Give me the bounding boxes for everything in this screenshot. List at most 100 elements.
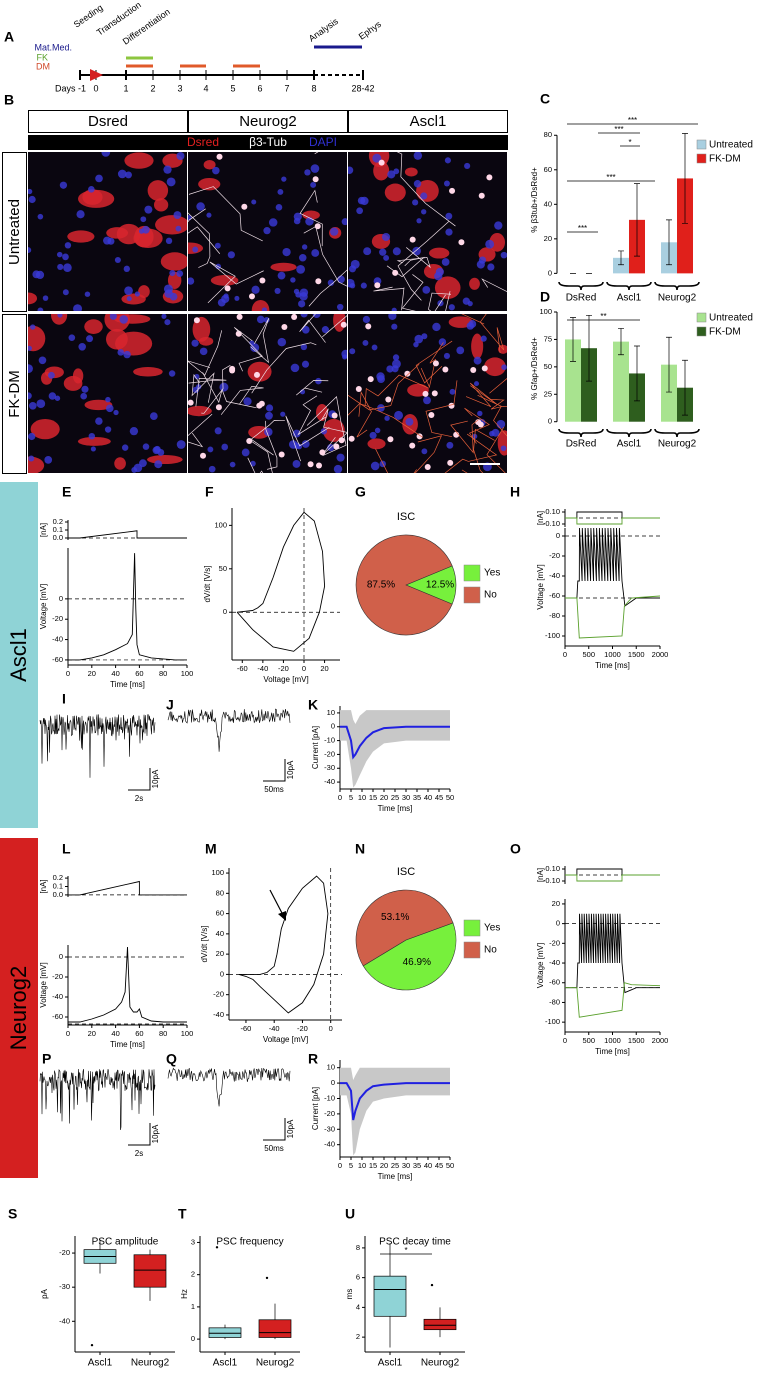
nucleus bbox=[48, 371, 55, 379]
error-bar bbox=[586, 314, 592, 382]
neuron-soma bbox=[315, 278, 322, 285]
nucleus bbox=[473, 381, 480, 387]
error-bar bbox=[618, 328, 624, 356]
y-tick-label: -40 bbox=[213, 1010, 224, 1019]
x-tick-label: 1500 bbox=[628, 650, 645, 659]
neurite bbox=[489, 378, 507, 394]
y-tick-label: 3 bbox=[191, 1237, 195, 1246]
arrow-head bbox=[278, 911, 286, 921]
legend-swatch bbox=[696, 312, 707, 323]
x-axis-label: Time [ms] bbox=[378, 804, 413, 813]
nucleus bbox=[381, 232, 391, 242]
nucleus bbox=[76, 210, 85, 219]
y-tick-label: -20 bbox=[213, 990, 224, 999]
outlier bbox=[430, 1283, 434, 1287]
neurite bbox=[425, 380, 458, 438]
scale-label: 50ms bbox=[264, 785, 284, 794]
legend-label: No bbox=[484, 590, 497, 601]
row-label-box bbox=[2, 152, 27, 312]
x-tick-label: Neurog2 bbox=[131, 1358, 170, 1369]
x-tick-label: 45 bbox=[435, 1161, 443, 1170]
x-axis-label: Voltage [mV] bbox=[263, 675, 308, 684]
neurite bbox=[308, 269, 347, 307]
neurite bbox=[396, 152, 456, 227]
nucleus bbox=[480, 335, 487, 342]
neuron-soma bbox=[392, 269, 399, 276]
stimulus bbox=[565, 874, 660, 882]
y-tick-label: 2 bbox=[356, 1332, 360, 1341]
nucleus bbox=[363, 247, 372, 256]
y-axis-label: [nA] bbox=[39, 879, 48, 893]
nucleus bbox=[312, 314, 321, 319]
neurite bbox=[188, 413, 213, 448]
x-tick-label: 80 bbox=[159, 1029, 167, 1038]
nucleus bbox=[300, 343, 308, 351]
nucleus bbox=[123, 350, 131, 359]
nucleus bbox=[394, 410, 404, 420]
nucleus bbox=[443, 180, 450, 187]
neuron-soma bbox=[235, 330, 242, 337]
y-axis-label: pA bbox=[40, 1288, 49, 1298]
cell-body bbox=[322, 418, 345, 442]
y-tick-label: -10 bbox=[324, 736, 335, 745]
nucleus bbox=[73, 304, 83, 311]
nucleus bbox=[301, 440, 310, 448]
neuron-soma bbox=[355, 386, 362, 393]
y-tick-label: 0 bbox=[331, 722, 335, 731]
legend-label: Untreated bbox=[709, 313, 753, 324]
nucleus bbox=[473, 356, 482, 365]
nucleus bbox=[327, 279, 335, 286]
nucleus bbox=[350, 259, 360, 269]
neurite bbox=[306, 395, 347, 456]
category-brace bbox=[606, 281, 652, 291]
trace bbox=[565, 595, 661, 639]
error-bar bbox=[618, 250, 624, 266]
nucleus bbox=[124, 286, 133, 296]
nucleus bbox=[208, 465, 216, 473]
nucleus bbox=[357, 196, 366, 205]
y-tick-label: 100 bbox=[539, 307, 552, 316]
nucleus bbox=[163, 284, 173, 294]
y-tick-label: 75 bbox=[544, 334, 552, 343]
nucleus bbox=[142, 443, 150, 450]
seeding-marker bbox=[90, 69, 103, 81]
y-tick-label: -80 bbox=[549, 997, 560, 1006]
x-tick-label: 0 bbox=[329, 1024, 333, 1033]
pie-slice bbox=[355, 889, 454, 967]
y-tick-label: -20 bbox=[324, 749, 335, 758]
x-tick-label: 40 bbox=[111, 669, 119, 678]
y-tick-label: -0.10 bbox=[543, 876, 560, 885]
y-tick-label: -20 bbox=[324, 1109, 335, 1118]
box bbox=[133, 1254, 167, 1288]
neuron-soma bbox=[367, 376, 374, 383]
nucleus bbox=[387, 170, 396, 179]
neurite bbox=[201, 364, 231, 414]
y-tick-label: 0 bbox=[556, 531, 560, 540]
x-tick-label: 0 bbox=[338, 1161, 342, 1170]
nucleus bbox=[28, 247, 32, 254]
y-tick-label: 4 bbox=[356, 1302, 360, 1311]
y-tick-label: 0 bbox=[191, 1334, 195, 1343]
nucleus bbox=[131, 467, 138, 473]
nucleus bbox=[489, 430, 495, 437]
panel-letter: I bbox=[62, 691, 66, 707]
y-tick-label: 60 bbox=[216, 909, 224, 918]
y-tick-label: 1 bbox=[191, 1302, 195, 1311]
x-tick-label: 50 bbox=[446, 1161, 454, 1170]
x-tick-label: 60 bbox=[135, 1029, 143, 1038]
x-tick-label: -20 bbox=[297, 1024, 308, 1033]
nucleus bbox=[434, 271, 443, 281]
nucleus bbox=[275, 204, 283, 211]
nucleus bbox=[392, 247, 401, 256]
nucleus bbox=[500, 445, 507, 452]
neuron-soma bbox=[374, 282, 381, 289]
y-tick-label: 0.10 bbox=[545, 507, 560, 516]
nucleus bbox=[101, 152, 111, 157]
nucleus bbox=[95, 417, 103, 425]
nucleus bbox=[173, 211, 182, 219]
raw-trace bbox=[39, 1068, 156, 1131]
nucleus bbox=[422, 285, 431, 294]
x-tick-label: Ascl1 bbox=[88, 1358, 113, 1369]
neuron-soma bbox=[291, 314, 298, 320]
nucleus bbox=[265, 404, 274, 412]
